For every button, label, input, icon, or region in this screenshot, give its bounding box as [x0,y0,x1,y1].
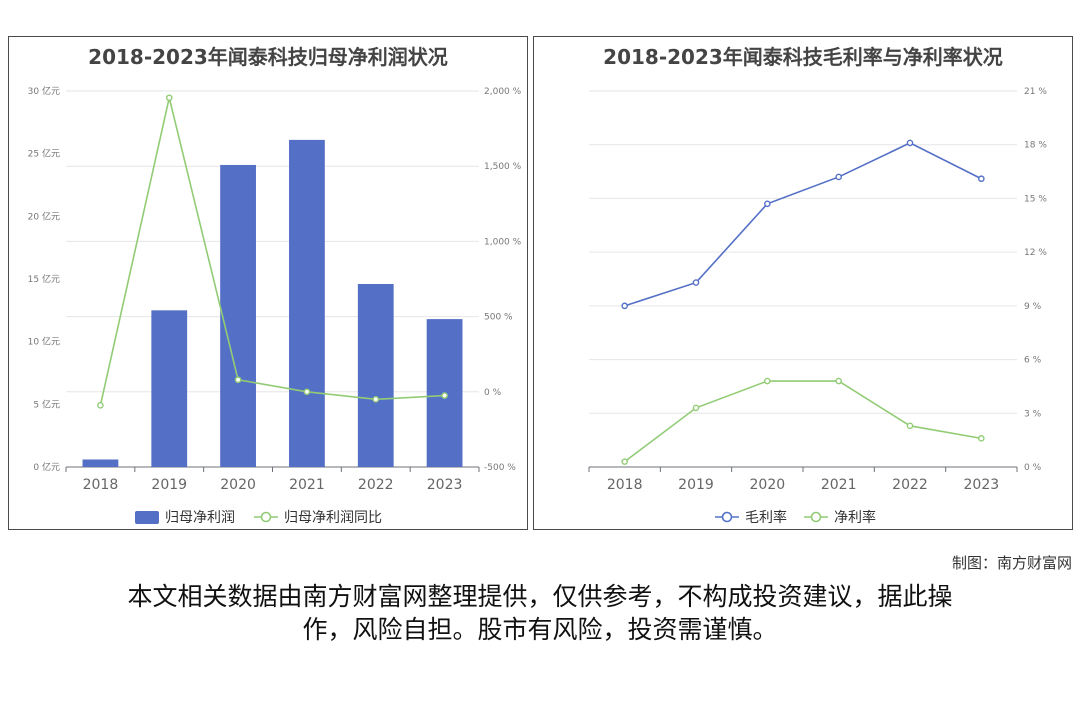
data-point [97,402,104,409]
disclaimer: 本文相关数据由南方财富网整理提供，仅供参考，不构成投资建议，据此操 作，风险自担… [60,580,1020,646]
data-point [165,94,173,102]
legend-swatch-marker [721,511,733,523]
legend-swatch [135,511,159,524]
data-point [441,392,448,399]
y-axis-tick-label: 10 亿元 [28,336,60,348]
x-axis-tick-label: 2020 [220,477,256,493]
data-point [303,388,311,396]
data-point [978,175,985,183]
data-point [372,396,380,403]
y-axis-tick-label: 20 亿元 [28,210,60,222]
x-axis-tick-label: 2019 [678,477,714,493]
y2-axis-tick-label: 2,000 % [484,87,522,97]
y2-axis-tick-label: 18 % [1024,141,1047,151]
net-profit-chart-panel: 0 亿元 5 亿元 10 亿元 15 亿元 20 亿元 25 亿元 30 亿元 -500 % 0… [8,36,528,530]
credit-text: 制图：南方财富网 [951,554,1072,572]
net-profit-chart: 0 亿元 5 亿元 10 亿元 15 亿元 20 亿元 25 亿元 30 亿元 -500 % 0… [28,85,522,526]
disclaimer-line: 作，风险自担。股市有风险，投资需谨慎。 [302,615,778,644]
x-axis-tick-label: 2021 [289,477,325,493]
data-point [835,173,842,181]
data-point [621,458,628,465]
x-axis-tick-label: 2019 [151,477,187,493]
legend-label: 净利率 [834,509,876,526]
legend-label: 归母净利润同比 [284,509,382,526]
data-point [978,435,985,442]
chart-title: 2018-2023年闻泰科技毛利率与净利率状况 [603,45,1003,69]
x-axis-tick-label: 2023 [427,477,463,493]
bar [357,284,394,467]
x-axis-tick-label: 2021 [821,477,857,493]
y-axis-tick-label: 25 亿元 [28,148,60,160]
x-axis-tick-label: 2020 [750,477,786,493]
data-point [835,377,842,385]
disclaimer-line: 本文相关数据由南方财富网整理提供，仅供参考，不构成投资建议，据此操 [127,582,953,611]
data-point [906,422,914,430]
bar [82,459,119,467]
y2-axis-tick-label: -500 % [484,463,516,473]
y2-axis-tick-label: 15 % [1024,194,1047,204]
y2-axis-tick-label: 9 % [1024,302,1042,312]
y2-axis-tick-label: 0 % [1024,463,1042,473]
y-axis-tick-label: 15 亿元 [28,273,60,285]
data-point [692,279,700,286]
series-line [624,142,982,307]
margin-chart: 0 % 3 % 6 % 9 % 12 % 15 % 18 % 21 % 2018 2019 2020… [588,87,1047,526]
legend-swatch-marker [260,511,272,523]
x-axis-tick-label: 2022 [892,477,928,493]
bar [220,164,256,467]
series-line [624,380,982,463]
chart-title: 2018-2023年闻泰科技归母净利润状况 [88,45,448,69]
y2-axis-tick-label: 12 % [1024,248,1047,258]
y-axis-tick-label: 30 亿元 [28,85,60,97]
y2-axis-tick-label: 0 % [484,388,502,398]
y2-axis-tick-label: 1,500 % [484,162,522,172]
data-point [621,302,628,310]
data-point [764,377,771,385]
y2-axis-tick-label: 21 % [1024,87,1047,97]
y-axis-tick-label: 5 亿元 [33,398,60,410]
y2-axis-tick-label: 6 % [1024,356,1042,366]
margin-chart-panel: 0 % 3 % 6 % 9 % 12 % 15 % 18 % 21 % 2018 2019 2020… [533,36,1073,530]
x-axis-tick-label: 2022 [358,477,394,493]
legend-label: 毛利率 [745,509,787,526]
y2-axis-tick-label: 1,000 % [484,237,522,247]
series-line [99,97,445,406]
legend-swatch-marker [810,511,822,523]
data-point [692,404,700,412]
x-axis-tick-label: 2018 [607,477,643,493]
bar [289,139,325,467]
data-point [906,139,914,147]
data-point [764,200,771,208]
x-axis-tick-label: 2018 [83,477,119,493]
legend-label: 归母净利润 [165,509,235,526]
data-point [234,376,242,384]
bar [151,310,188,467]
y2-axis-tick-label: 500 % [484,313,513,323]
y-axis-tick-label: 0 亿元 [33,461,60,473]
y2-axis-tick-label: 3 % [1024,409,1042,419]
x-axis-tick-label: 2023 [964,477,1000,493]
